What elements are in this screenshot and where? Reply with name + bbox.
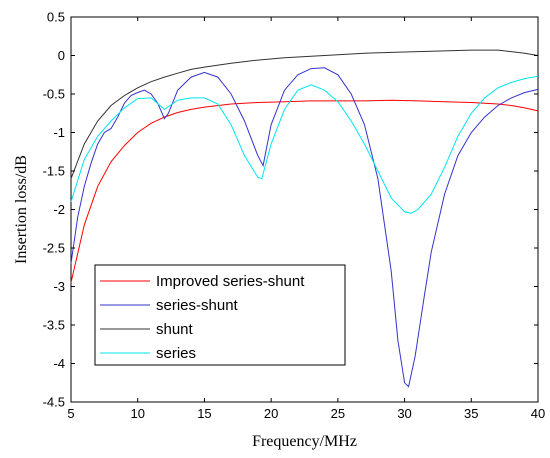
y-tick-label: -2 bbox=[53, 202, 65, 217]
legend-box bbox=[94, 264, 346, 366]
y-tick-label: -1.5 bbox=[43, 164, 65, 179]
y-tick-label: -0.5 bbox=[43, 87, 65, 102]
y-tick-label: -4 bbox=[53, 356, 65, 371]
y-tick-label: -3.5 bbox=[43, 318, 65, 333]
x-tick-label: 35 bbox=[464, 406, 478, 421]
y-tick-label: -2.5 bbox=[43, 241, 65, 256]
legend-label-3: shunt bbox=[156, 321, 194, 338]
y-tick-label: -3 bbox=[53, 279, 65, 294]
ticks-layer: 5 10 15 20 25 30 35 40 0.5 0 -0.5 -1 -1.5 -2 -2.5 -3 -3.… bbox=[43, 10, 546, 422]
legend: Improved series-shunt series-shunt shunt se… bbox=[94, 264, 346, 366]
series-line-2 bbox=[70, 67, 539, 388]
x-tick-label: 5 bbox=[67, 406, 74, 421]
series-layer bbox=[70, 49, 539, 388]
legend-label-2: series-shunt bbox=[156, 297, 239, 314]
y-tick-label: -4.5 bbox=[43, 395, 65, 410]
y-tick-label: 0.5 bbox=[47, 10, 65, 25]
series-line-3 bbox=[70, 49, 539, 179]
y-tick-label: -1 bbox=[53, 125, 65, 140]
series-line-4 bbox=[70, 75, 539, 214]
legend-label-1: Improved series-shunt bbox=[156, 273, 305, 290]
x-tick-label: 30 bbox=[397, 406, 411, 421]
y-axis-label: Insertion loss/dB bbox=[13, 155, 30, 264]
x-tick-label: 10 bbox=[130, 406, 144, 421]
x-tick-label: 25 bbox=[331, 406, 345, 421]
x-tick-label: 20 bbox=[264, 406, 278, 421]
series-line-1 bbox=[70, 99, 539, 283]
legend-label-4: series bbox=[156, 345, 196, 362]
x-axis-label: Frequency/MHz bbox=[252, 433, 357, 450]
x-tick-label: 15 bbox=[197, 406, 211, 421]
x-tick-label: 40 bbox=[531, 406, 545, 421]
y-tick-label: 0 bbox=[58, 48, 65, 63]
